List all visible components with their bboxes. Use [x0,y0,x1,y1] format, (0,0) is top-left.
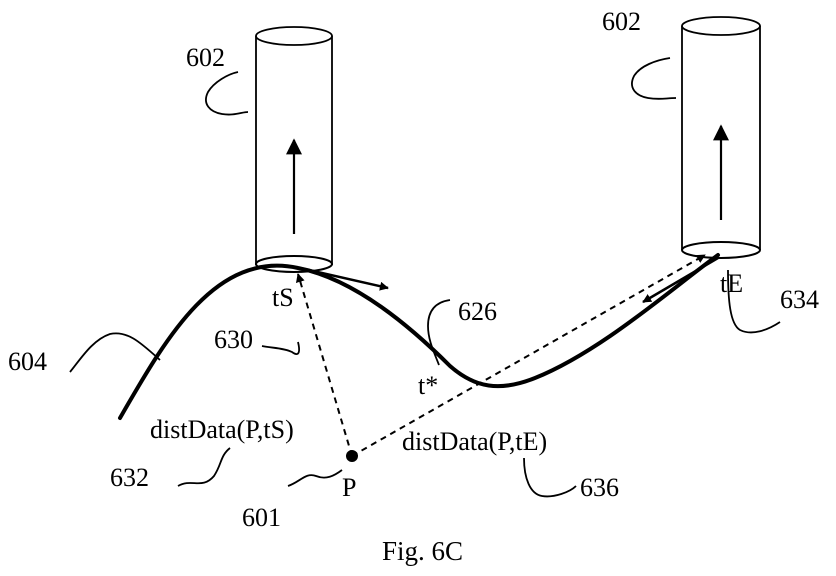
t-star-label: t* [418,371,438,400]
point-p [346,450,358,462]
tangent-arrow-end [642,256,719,304]
cylinder-left [255,26,333,273]
cylinder-right [681,16,761,259]
trajectory-curve [118,253,720,420]
t-start-label: tS [272,283,294,312]
dist-line-start [295,273,353,457]
dist-line-end [351,254,706,457]
cylinder-left-ref: 602 [186,43,225,72]
dist-end-label: distData(P,tE) [402,427,547,456]
curve-ref: 604 [8,347,47,376]
figure-caption: Fig. 6C [382,536,463,566]
ref-601: 601 [242,503,281,532]
leader-lines [69,57,781,498]
ref-634: 634 [780,285,819,314]
ref-632: 632 [110,463,149,492]
ref-626: 626 [458,297,497,326]
t-end-label: tE [720,269,743,298]
dist-start-label: distData(P,tS) [150,415,294,444]
tangent-arrow-start [299,266,389,291]
ref-636: 636 [580,473,619,502]
cylinder-right-ref: 602 [602,7,641,36]
point-p-label: P [342,473,356,502]
ref-630: 630 [214,325,253,354]
